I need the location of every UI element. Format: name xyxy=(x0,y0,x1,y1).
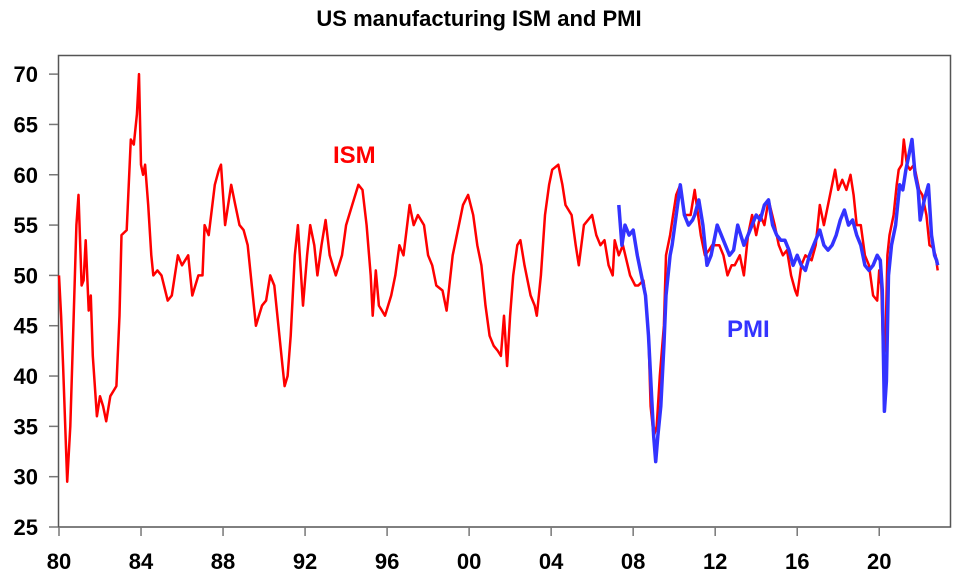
x-tick-label: 92 xyxy=(293,549,317,574)
x-tick-label: 96 xyxy=(375,549,399,574)
y-tick-label: 50 xyxy=(14,263,38,288)
series-line-ism xyxy=(57,72,939,483)
plot-frame xyxy=(57,54,952,528)
x-tick-label: 88 xyxy=(211,549,235,574)
y-tick-label: 60 xyxy=(14,163,38,188)
chart-title: US manufacturing ISM and PMI xyxy=(316,6,642,31)
y-tick-label: 25 xyxy=(14,515,38,540)
pmi-annotation: PMI xyxy=(727,316,770,343)
y-tick-label: 70 xyxy=(14,62,38,87)
x-tick-label: 84 xyxy=(129,549,154,574)
x-tick-label: 16 xyxy=(785,549,809,574)
x-tick-label: 04 xyxy=(539,549,564,574)
x-tick-label: 20 xyxy=(867,549,891,574)
y-tick-label: 55 xyxy=(14,213,38,238)
ism-annotation: ISM xyxy=(333,142,376,169)
x-tick-label: 12 xyxy=(703,549,727,574)
x-tick-label: 00 xyxy=(457,549,481,574)
y-tick-label: 40 xyxy=(14,364,38,389)
y-tick-label: 30 xyxy=(14,465,38,490)
y-tick-label: 65 xyxy=(14,112,38,137)
y-tick-label: 35 xyxy=(14,414,38,439)
y-tick-label: 45 xyxy=(14,314,38,339)
series-line-pmi xyxy=(617,137,940,464)
x-tick-label: 08 xyxy=(621,549,645,574)
x-tick-label: 80 xyxy=(47,549,71,574)
